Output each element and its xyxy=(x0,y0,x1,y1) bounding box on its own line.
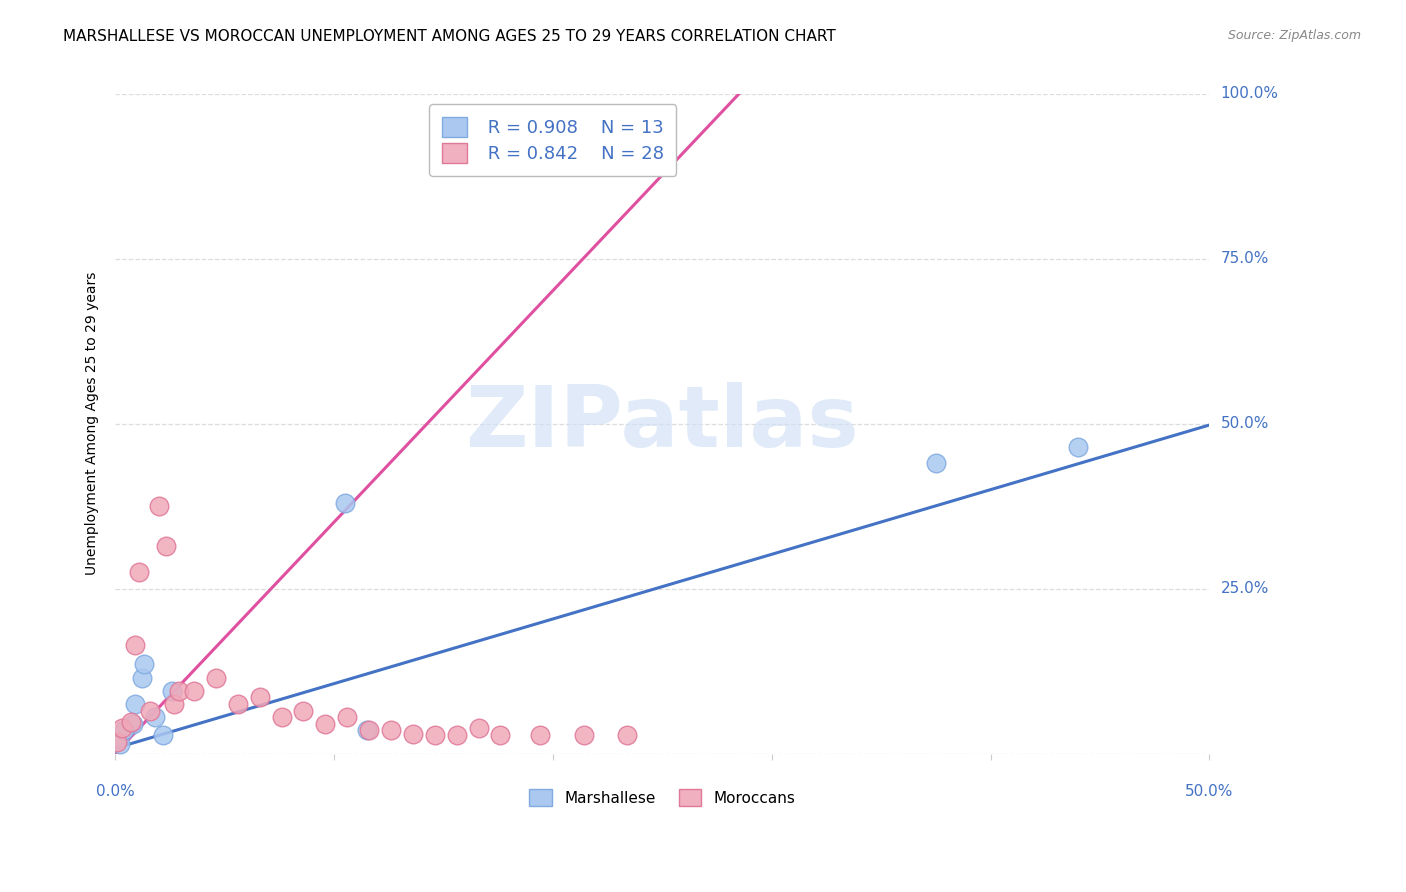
Point xyxy=(333,496,356,510)
Text: 50.0%: 50.0% xyxy=(1220,417,1268,431)
Point xyxy=(249,690,271,705)
Text: 100.0%: 100.0% xyxy=(1220,87,1278,102)
Point xyxy=(205,671,228,685)
Point xyxy=(148,499,170,513)
Text: Source: ZipAtlas.com: Source: ZipAtlas.com xyxy=(1227,29,1361,42)
Text: MARSHALLESE VS MOROCCAN UNEMPLOYMENT AMONG AGES 25 TO 29 YEARS CORRELATION CHART: MARSHALLESE VS MOROCCAN UNEMPLOYMENT AMO… xyxy=(63,29,837,44)
Point xyxy=(108,737,131,751)
Point xyxy=(143,710,166,724)
Point xyxy=(423,728,446,742)
Point xyxy=(132,657,155,672)
Y-axis label: Unemployment Among Ages 25 to 29 years: Unemployment Among Ages 25 to 29 years xyxy=(86,272,100,575)
Point xyxy=(467,722,489,736)
Point xyxy=(131,671,153,685)
Point xyxy=(446,728,468,742)
Point xyxy=(139,704,162,718)
Text: ZIPatlas: ZIPatlas xyxy=(465,382,859,466)
Point xyxy=(124,697,146,711)
Point xyxy=(529,728,551,742)
Point xyxy=(356,723,378,738)
Point xyxy=(226,697,249,711)
Point xyxy=(124,638,146,652)
Point xyxy=(111,722,134,736)
Point xyxy=(121,716,143,731)
Point xyxy=(616,728,638,742)
Text: 50.0%: 50.0% xyxy=(1185,784,1233,799)
Point xyxy=(120,714,142,729)
Point xyxy=(572,728,595,742)
Point xyxy=(489,728,512,742)
Point xyxy=(183,683,205,698)
Point xyxy=(292,704,315,718)
Point xyxy=(160,683,183,698)
Point xyxy=(1067,440,1090,454)
Point xyxy=(167,683,190,698)
Point xyxy=(128,565,150,579)
Point xyxy=(270,710,292,724)
Point xyxy=(107,734,129,748)
Point xyxy=(112,723,135,738)
Point xyxy=(314,716,336,731)
Point xyxy=(163,697,186,711)
Text: 75.0%: 75.0% xyxy=(1220,252,1268,267)
Legend: Marshallese, Moroccans: Marshallese, Moroccans xyxy=(523,783,801,812)
Point xyxy=(359,723,381,738)
Point xyxy=(152,728,174,742)
Point xyxy=(336,710,359,724)
Text: 0.0%: 0.0% xyxy=(96,784,135,799)
Point xyxy=(925,456,948,470)
Point xyxy=(380,723,402,738)
Text: 25.0%: 25.0% xyxy=(1220,581,1268,596)
Point xyxy=(402,727,425,741)
Point xyxy=(155,539,177,553)
